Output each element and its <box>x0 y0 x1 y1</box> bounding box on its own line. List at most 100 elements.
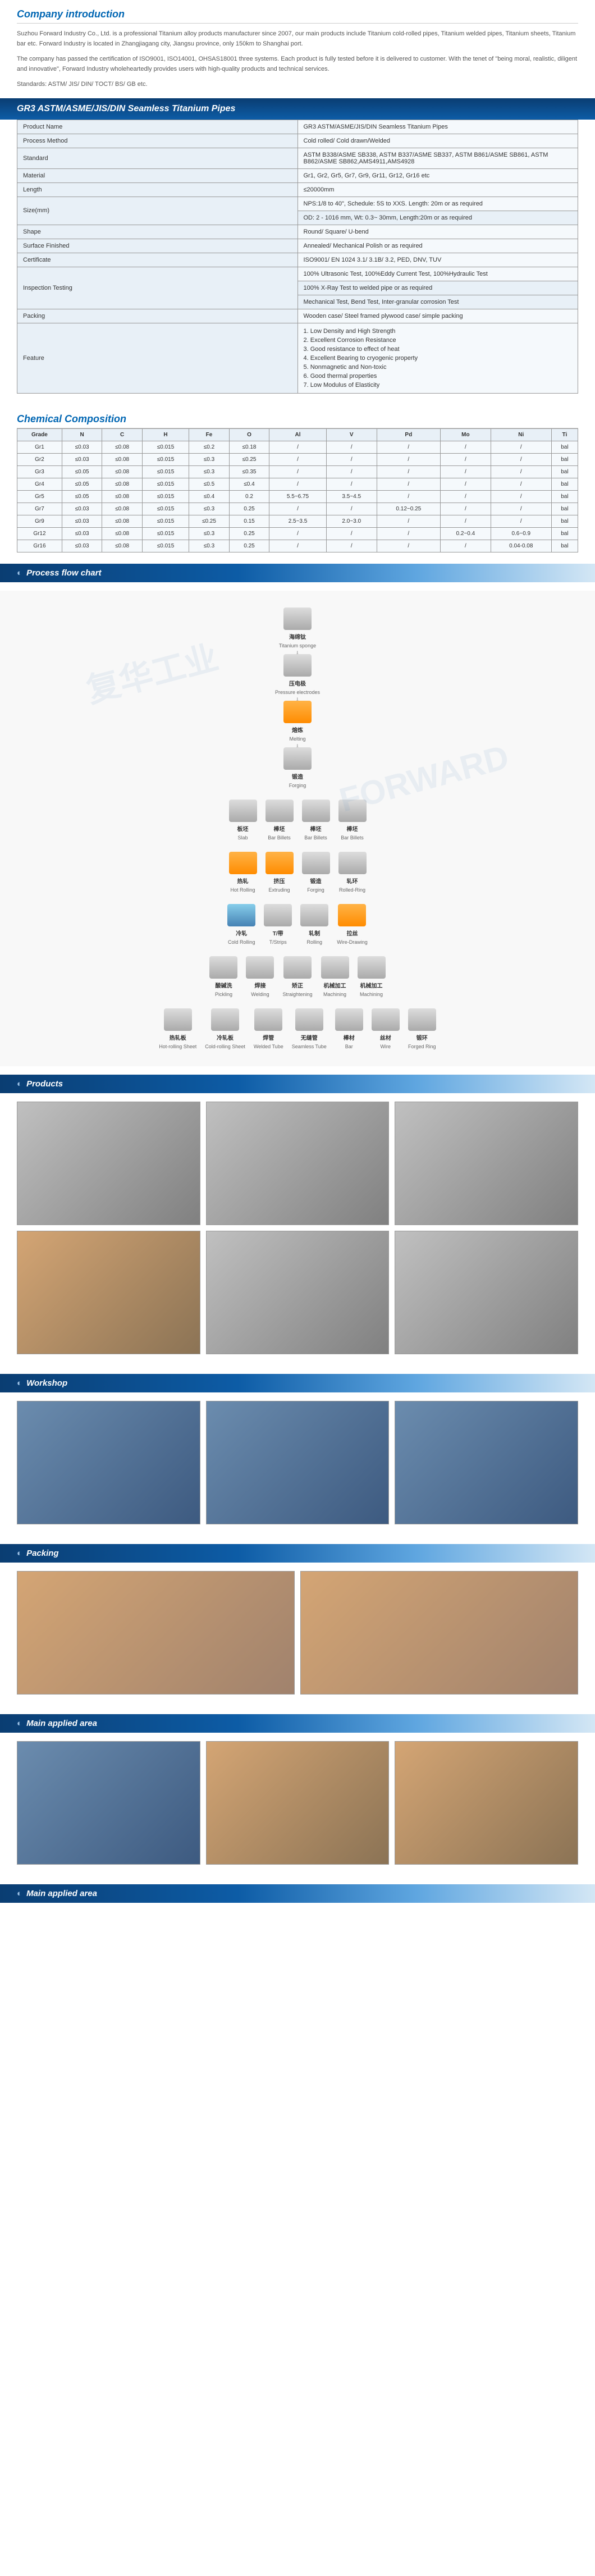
chem-cell: bal <box>551 490 578 503</box>
flow-node: 酸碱洗Pickling <box>209 956 237 997</box>
spec-value: Round/ Square/ U-bend <box>298 225 578 239</box>
flow-node: 棒坯Bar Billets <box>302 800 330 841</box>
chem-cell: Gr2 <box>17 453 62 465</box>
flow-node: 焊接Welding <box>246 956 274 997</box>
spec-value: ASTM B338/ASME SB338, ASTM B337/ASME SB3… <box>298 148 578 168</box>
flow-label-en: Forging <box>289 783 306 788</box>
chem-cell: bal <box>551 465 578 478</box>
flow-node: 板坯Slab <box>229 800 257 841</box>
flow-icon <box>283 701 312 723</box>
area-image <box>206 1741 390 1865</box>
flow-node: 丝材Wire <box>372 1008 400 1049</box>
chem-header: Ni <box>491 428 551 441</box>
chem-header: Grade <box>17 428 62 441</box>
flow-icon <box>266 852 294 874</box>
chem-cell: 2.5~3.5 <box>269 515 327 527</box>
chem-cell: / <box>326 478 377 490</box>
spec-value: GR3 ASTM/ASME/JIS/DIN Seamless Titanium … <box>298 120 578 134</box>
area-ribbon-2: Main applied area <box>0 1884 595 1903</box>
area-image <box>17 1741 200 1865</box>
flow-label-cn: 棒坯 <box>347 824 358 833</box>
chem-cell: / <box>377 441 440 453</box>
chem-cell: / <box>269 478 327 490</box>
flow-icon <box>338 852 367 874</box>
flow-label-cn: T/带 <box>273 929 283 937</box>
spec-value: ≤20000mm <box>298 182 578 197</box>
flow-label-en: Welding <box>251 992 269 997</box>
chem-cell: / <box>377 540 440 552</box>
flow-icon <box>321 956 349 979</box>
products-ribbon: Products <box>0 1075 595 1093</box>
chem-cell: 0.25 <box>229 503 269 515</box>
flow-label-cn: 压电极 <box>289 679 306 687</box>
flow-icon <box>302 800 330 822</box>
chem-cell: Gr4 <box>17 478 62 490</box>
flow-icon <box>264 904 292 926</box>
chem-cell: / <box>326 503 377 515</box>
chem-cell: ≤0.015 <box>142 465 189 478</box>
flow-label-en: Bar Billets <box>341 835 364 841</box>
flow-label-cn: 热轧 <box>237 876 249 885</box>
chem-cell: / <box>440 540 491 552</box>
flow-node: 热轧Hot Rolling <box>229 852 257 893</box>
flow-icon <box>246 956 274 979</box>
chem-cell: / <box>269 453 327 465</box>
chem-cell: ≤0.015 <box>142 478 189 490</box>
chem-cell: Gr9 <box>17 515 62 527</box>
chem-cell: ≤0.08 <box>102 441 143 453</box>
intro-p1: Suzhou Forward Industry Co., Ltd. is a p… <box>17 29 578 49</box>
chem-cell: / <box>326 465 377 478</box>
flow-node: 热轧板Hot-rolling Sheet <box>159 1008 196 1049</box>
flow-icon <box>358 956 386 979</box>
spec-value: Gr1, Gr2, Gr5, Gr7, Gr9, Gr11, Gr12, Gr1… <box>298 168 578 182</box>
packing-image <box>300 1571 578 1695</box>
chem-cell: ≤0.4 <box>229 478 269 490</box>
chem-cell: 0.25 <box>229 527 269 540</box>
chem-cell: Gr1 <box>17 441 62 453</box>
chem-cell: / <box>440 503 491 515</box>
flow-label-en: Pickling <box>215 992 232 997</box>
chem-cell: ≤0.3 <box>189 540 230 552</box>
chem-cell: 0.12~0.25 <box>377 503 440 515</box>
flow-label-en: Cold-rolling Sheet <box>205 1044 245 1049</box>
chem-cell: / <box>491 453 551 465</box>
chem-cell: ≤0.4 <box>189 490 230 503</box>
chem-cell: ≤0.05 <box>62 465 102 478</box>
chem-cell: / <box>491 478 551 490</box>
chem-cell: Gr5 <box>17 490 62 503</box>
flow-node: 焊管Welded Tube <box>254 1008 283 1049</box>
chem-cell: ≤0.05 <box>62 490 102 503</box>
flow-node: 压电极Pressure electrodes <box>275 654 320 695</box>
workshop-ribbon: Workshop <box>0 1374 595 1392</box>
chem-cell: ≤0.03 <box>62 515 102 527</box>
flow-node: 挤压Extruding <box>266 852 294 893</box>
flow-icon <box>229 800 257 822</box>
flow-label-en: Slab <box>237 835 248 841</box>
chem-cell: ≤0.3 <box>189 503 230 515</box>
flow-label-cn: 海绵钛 <box>289 632 306 641</box>
chem-cell: ≤0.2 <box>189 441 230 453</box>
chem-cell: / <box>377 478 440 490</box>
flow-label-cn: 无缝管 <box>301 1033 318 1042</box>
flow-icon <box>227 904 255 926</box>
spec-label: Certificate <box>17 253 298 267</box>
flow-label-en: Cold Rolling <box>228 939 255 945</box>
flow-ribbon: Process flow chart <box>0 564 595 582</box>
chem-cell: ≤0.25 <box>189 515 230 527</box>
chem-cell: ≤0.3 <box>189 453 230 465</box>
flow-label-en: Welded Tube <box>254 1044 283 1049</box>
product-image <box>17 1102 200 1225</box>
chem-cell: 0.15 <box>229 515 269 527</box>
spec-label: Inspection Testing <box>17 267 298 309</box>
chem-cell: ≤0.08 <box>102 478 143 490</box>
chem-cell: / <box>377 490 440 503</box>
flow-label-en: Bar Billets <box>268 835 291 841</box>
chem-cell: ≤0.3 <box>189 465 230 478</box>
chem-header: Al <box>269 428 327 441</box>
chem-cell: Gr3 <box>17 465 62 478</box>
chem-cell: / <box>269 540 327 552</box>
spec-label: Packing <box>17 309 298 323</box>
flow-label-cn: 锻环 <box>417 1033 428 1042</box>
spec-table: Product NameGR3 ASTM/ASME/JIS/DIN Seamle… <box>17 120 578 394</box>
chem-cell: bal <box>551 540 578 552</box>
